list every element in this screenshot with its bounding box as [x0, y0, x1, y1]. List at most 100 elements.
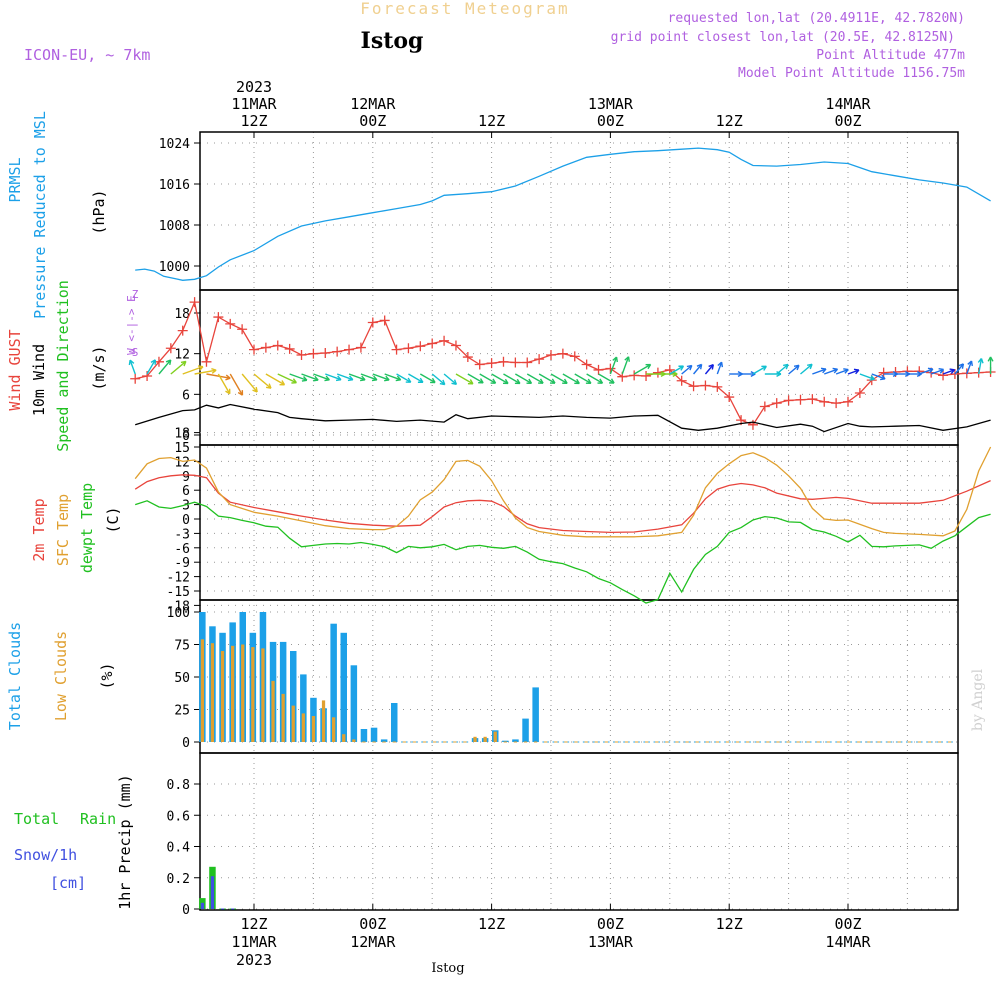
wind-arrow-head [793, 364, 800, 371]
gust-marker [700, 380, 711, 391]
time-label-bottom: 00Z [359, 915, 386, 933]
gust-marker [593, 364, 604, 375]
wind-arrow-head [820, 367, 827, 374]
gust-marker [938, 370, 949, 381]
gust-marker [439, 335, 450, 346]
label-c: (C) [104, 506, 122, 533]
gust-marker [676, 375, 687, 386]
y-tick-label: 75 [174, 639, 190, 654]
gust-marker [641, 371, 652, 382]
wind-arrow-head [987, 356, 994, 362]
time-label-bottom: 12MAR [350, 933, 396, 951]
bar [290, 651, 297, 742]
gust-marker [581, 359, 592, 370]
wind-arrow-head [197, 365, 204, 371]
series-line [134, 446, 992, 538]
forecast-title: Forecast Meteogram [360, 0, 569, 18]
gust-marker [165, 343, 176, 354]
label-cm: [cm] [50, 874, 86, 892]
wind-arrow [360, 373, 378, 381]
label-dewpt-temp: dewpt Temp [78, 483, 96, 573]
gust-marker [652, 367, 663, 378]
bar [279, 641, 287, 742]
bar [352, 739, 356, 742]
y-tick-label: 0.4 [167, 841, 191, 856]
wind-arrow-head [696, 363, 703, 370]
time-label-bottom: 12Z [478, 915, 505, 933]
wind-arrow [966, 360, 973, 375]
gust-marker [308, 348, 319, 359]
y-tick-label: 0 [182, 903, 190, 918]
gust-marker [819, 396, 830, 407]
bar [220, 651, 225, 742]
wind-arrow-head [467, 379, 474, 385]
series-prmsl [135, 147, 991, 281]
label-speed-direction: Speed and Direction [54, 280, 72, 452]
time-label-top: 13MAR [588, 95, 634, 113]
series-line [134, 474, 991, 534]
gust-marker [189, 297, 200, 308]
wind-arrow-head [503, 378, 509, 385]
compass-s: S [132, 346, 139, 359]
panel-wind: 0 6 12 18 [174, 289, 959, 446]
point-altitude: Point Altitude 477m [816, 48, 965, 63]
footer-station: Istog [431, 961, 464, 976]
gust-marker [629, 370, 640, 381]
wind-arrow-head [335, 375, 342, 382]
series-sfc-temp [134, 446, 992, 538]
wind-arrow [954, 363, 964, 375]
bar [360, 729, 368, 742]
wind-arrow-head [807, 363, 813, 370]
gust-marker [854, 387, 865, 398]
gust-marker [249, 344, 259, 355]
y-tick-label: 12 [174, 348, 190, 363]
series-line [135, 299, 991, 426]
y-tick-label: 0 [182, 513, 190, 528]
wind-arrow-head [430, 377, 436, 384]
gust-marker [284, 343, 295, 354]
chart-layers: 1000100810161024061218-18-15-12-9-6-3036… [6, 78, 996, 969]
wind-arrow [277, 373, 297, 384]
wind-arrow-head [265, 383, 272, 389]
series-2m-temp [134, 474, 991, 534]
wind-arrow-head [783, 363, 789, 370]
label-prmsl: PRMSL [6, 157, 24, 202]
wind-arrow-head [237, 390, 244, 396]
wind-arrow [609, 356, 618, 375]
wind-arrow-head [597, 378, 604, 384]
y-tick-label: 25 [174, 704, 190, 719]
wind-arrow [574, 373, 592, 384]
gust-marker [759, 401, 770, 412]
gust-marker [522, 357, 533, 368]
label-total: Total [14, 810, 59, 828]
requested-lonlat: requested lon,lat (20.4911E, 42.7820N) [668, 11, 965, 26]
gust-marker [771, 398, 782, 409]
bars-snow-1h [200, 876, 235, 910]
bar [330, 623, 337, 742]
gust-marker [213, 312, 224, 323]
y-tick-label: -3 [174, 527, 190, 542]
gust-marker [724, 392, 735, 403]
wind-arrow [930, 368, 944, 375]
gust-marker [225, 318, 236, 329]
gust-marker [712, 381, 723, 392]
time-label-top: 12Z [240, 112, 267, 130]
wind-arrow-head [977, 358, 984, 364]
label-ms: (m/s) [90, 345, 108, 390]
wind-arrow [313, 373, 330, 381]
bar [502, 740, 509, 742]
y-tick-label: 1016 [159, 178, 190, 193]
wind-arrow-head [324, 375, 330, 382]
bar [512, 739, 519, 742]
gust-marker [177, 325, 188, 336]
wind-arrow [289, 373, 308, 381]
wind-arrow-head [439, 379, 446, 386]
wind-arrow [871, 373, 886, 380]
bar [332, 717, 336, 742]
wind-arrow-head [686, 364, 693, 371]
time-label-top: 12Z [478, 112, 505, 130]
bar [321, 700, 326, 742]
